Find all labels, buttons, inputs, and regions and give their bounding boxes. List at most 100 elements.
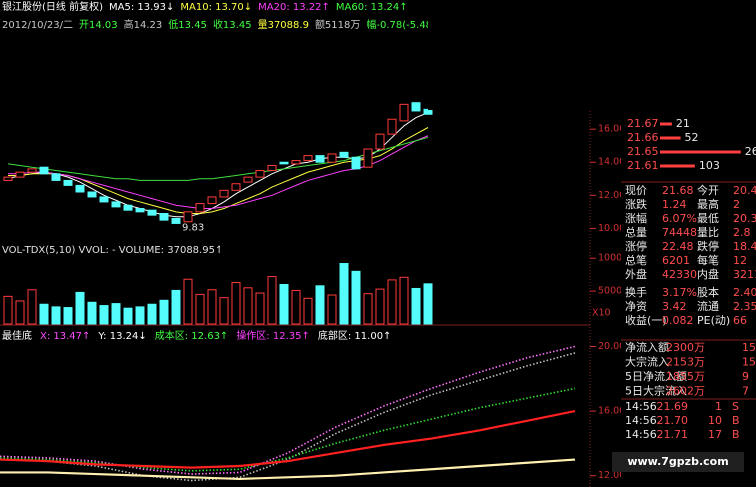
trade-cell: 21.71 bbox=[657, 428, 689, 441]
candle bbox=[327, 153, 337, 163]
candle bbox=[351, 156, 361, 170]
stat-value: 2.35 bbox=[733, 300, 756, 313]
watermark-bg bbox=[612, 452, 744, 472]
legend-entry: 底部区: 11.00↑ bbox=[318, 329, 392, 342]
candle bbox=[15, 171, 25, 178]
stat-label: 量比 bbox=[697, 226, 719, 239]
candle bbox=[27, 168, 37, 173]
candle bbox=[171, 217, 181, 224]
stat-label: 最低 bbox=[697, 212, 719, 225]
indicator-line bbox=[0, 409, 576, 469]
y-tick-label: 10000 bbox=[598, 253, 628, 264]
volume-bar bbox=[195, 293, 205, 325]
candle bbox=[267, 165, 277, 172]
stat-value: 0.082 bbox=[662, 314, 694, 327]
header-item: 高14.23 bbox=[124, 18, 163, 31]
y-tick-label: 12.00 bbox=[598, 470, 625, 481]
candle bbox=[75, 184, 85, 193]
stat-value: 20.4 bbox=[733, 184, 756, 197]
stat-label: 今开 bbox=[697, 183, 719, 197]
stat-label: 总笔 bbox=[625, 253, 647, 267]
indicator-line bbox=[0, 345, 576, 475]
header-line: 银江股份(日线 前复权) MA5: 13.93↓ MA10: 13.70↓ MA20:… bbox=[2, 0, 408, 13]
indicator-line bbox=[0, 387, 576, 472]
order-volume-bar bbox=[660, 136, 681, 140]
stat-value: 2 bbox=[733, 198, 740, 211]
candle bbox=[195, 203, 205, 213]
legend-entry: 操作区: 12.35↑ bbox=[236, 329, 310, 342]
overlay-cover bbox=[428, 0, 756, 110]
order-volume-bar bbox=[660, 150, 741, 154]
unit-label: X10 bbox=[592, 308, 611, 319]
stat-value: 2.40 bbox=[733, 286, 756, 299]
volume-bar bbox=[411, 287, 421, 325]
trade-cell: S bbox=[732, 400, 739, 413]
header-item: MA5: 13.93↓ bbox=[109, 2, 174, 13]
stat-value: 12 bbox=[733, 254, 747, 267]
trade-cell: 14:56 bbox=[625, 400, 657, 413]
header-item: MA20: 13.22↑ bbox=[258, 2, 330, 13]
flow-value: 2602万 bbox=[666, 385, 705, 398]
volume-bar bbox=[423, 283, 433, 325]
stat-label: 现价 bbox=[625, 184, 647, 197]
candle bbox=[375, 133, 385, 150]
ma-line bbox=[8, 127, 429, 214]
stat-label: 跌停 bbox=[697, 239, 719, 253]
stat-value: 42330 bbox=[662, 268, 697, 281]
trade-cell: 17 bbox=[708, 428, 722, 441]
volume-bar bbox=[315, 285, 325, 325]
volume-bar bbox=[159, 299, 169, 325]
trade-cell: 1 bbox=[715, 400, 722, 413]
stat-label: 每笔 bbox=[697, 253, 719, 267]
order-price: 21.61 bbox=[627, 159, 659, 172]
stat-value: 2.8 bbox=[733, 226, 751, 239]
candle bbox=[87, 191, 97, 198]
overlay-cover bbox=[220, 225, 535, 263]
overlay-cover bbox=[428, 18, 756, 32]
y-tick-label: 5000 bbox=[598, 286, 622, 297]
watermark: www.7gpzb.com bbox=[627, 455, 728, 468]
header-item: 2012/10/23/二 bbox=[2, 20, 73, 31]
candle bbox=[3, 176, 13, 181]
candle bbox=[135, 208, 145, 213]
stat-value: 66 bbox=[733, 314, 747, 327]
volume-bar bbox=[51, 306, 61, 325]
volume-bar bbox=[399, 276, 409, 325]
candle bbox=[411, 102, 421, 112]
candle bbox=[99, 196, 109, 203]
stat-value: 74448 bbox=[662, 226, 697, 239]
volume-bar bbox=[15, 300, 25, 325]
volume-bar bbox=[267, 276, 277, 325]
volume-bar bbox=[3, 295, 13, 325]
volume-bar bbox=[99, 305, 109, 325]
order-volume: 21 bbox=[676, 117, 690, 130]
volume-bar bbox=[363, 293, 373, 325]
header-item: MA60: 13.24↑ bbox=[336, 2, 408, 13]
stat-label: PE(动) bbox=[697, 314, 730, 327]
flow-label: 5日净流入额 bbox=[625, 369, 687, 383]
flow-label: 净流入额 bbox=[625, 340, 669, 354]
stat-value: 21.68 bbox=[662, 184, 694, 197]
candle bbox=[291, 160, 301, 165]
stat-label: 内盘 bbox=[697, 267, 719, 281]
stat-label: 换手 bbox=[625, 285, 647, 299]
candle bbox=[207, 196, 217, 205]
volume-bar bbox=[231, 282, 241, 325]
header-item: MA10: 13.70↓ bbox=[180, 2, 252, 13]
candle bbox=[243, 176, 253, 183]
candle bbox=[315, 155, 325, 163]
stat-value: 6.07% bbox=[662, 212, 697, 225]
stat-value: 6201 bbox=[662, 254, 690, 267]
volume-bar bbox=[39, 303, 49, 325]
volume-bar bbox=[291, 289, 301, 325]
trade-cell: B bbox=[732, 428, 740, 441]
volume-bar bbox=[327, 294, 337, 325]
stat-label: 涨跌 bbox=[625, 197, 647, 211]
y-tick-label: 10.00 bbox=[598, 223, 625, 234]
indicator-legend: 最佳底 X: 13.47↑ Y: 13.24↓ 成本区: 12.63↑ 操作区: 12.… bbox=[2, 329, 391, 342]
order-volume-bar bbox=[660, 122, 672, 126]
volume-bar bbox=[111, 303, 121, 325]
trade-cell: B bbox=[732, 414, 740, 427]
volume-bar bbox=[123, 307, 133, 325]
